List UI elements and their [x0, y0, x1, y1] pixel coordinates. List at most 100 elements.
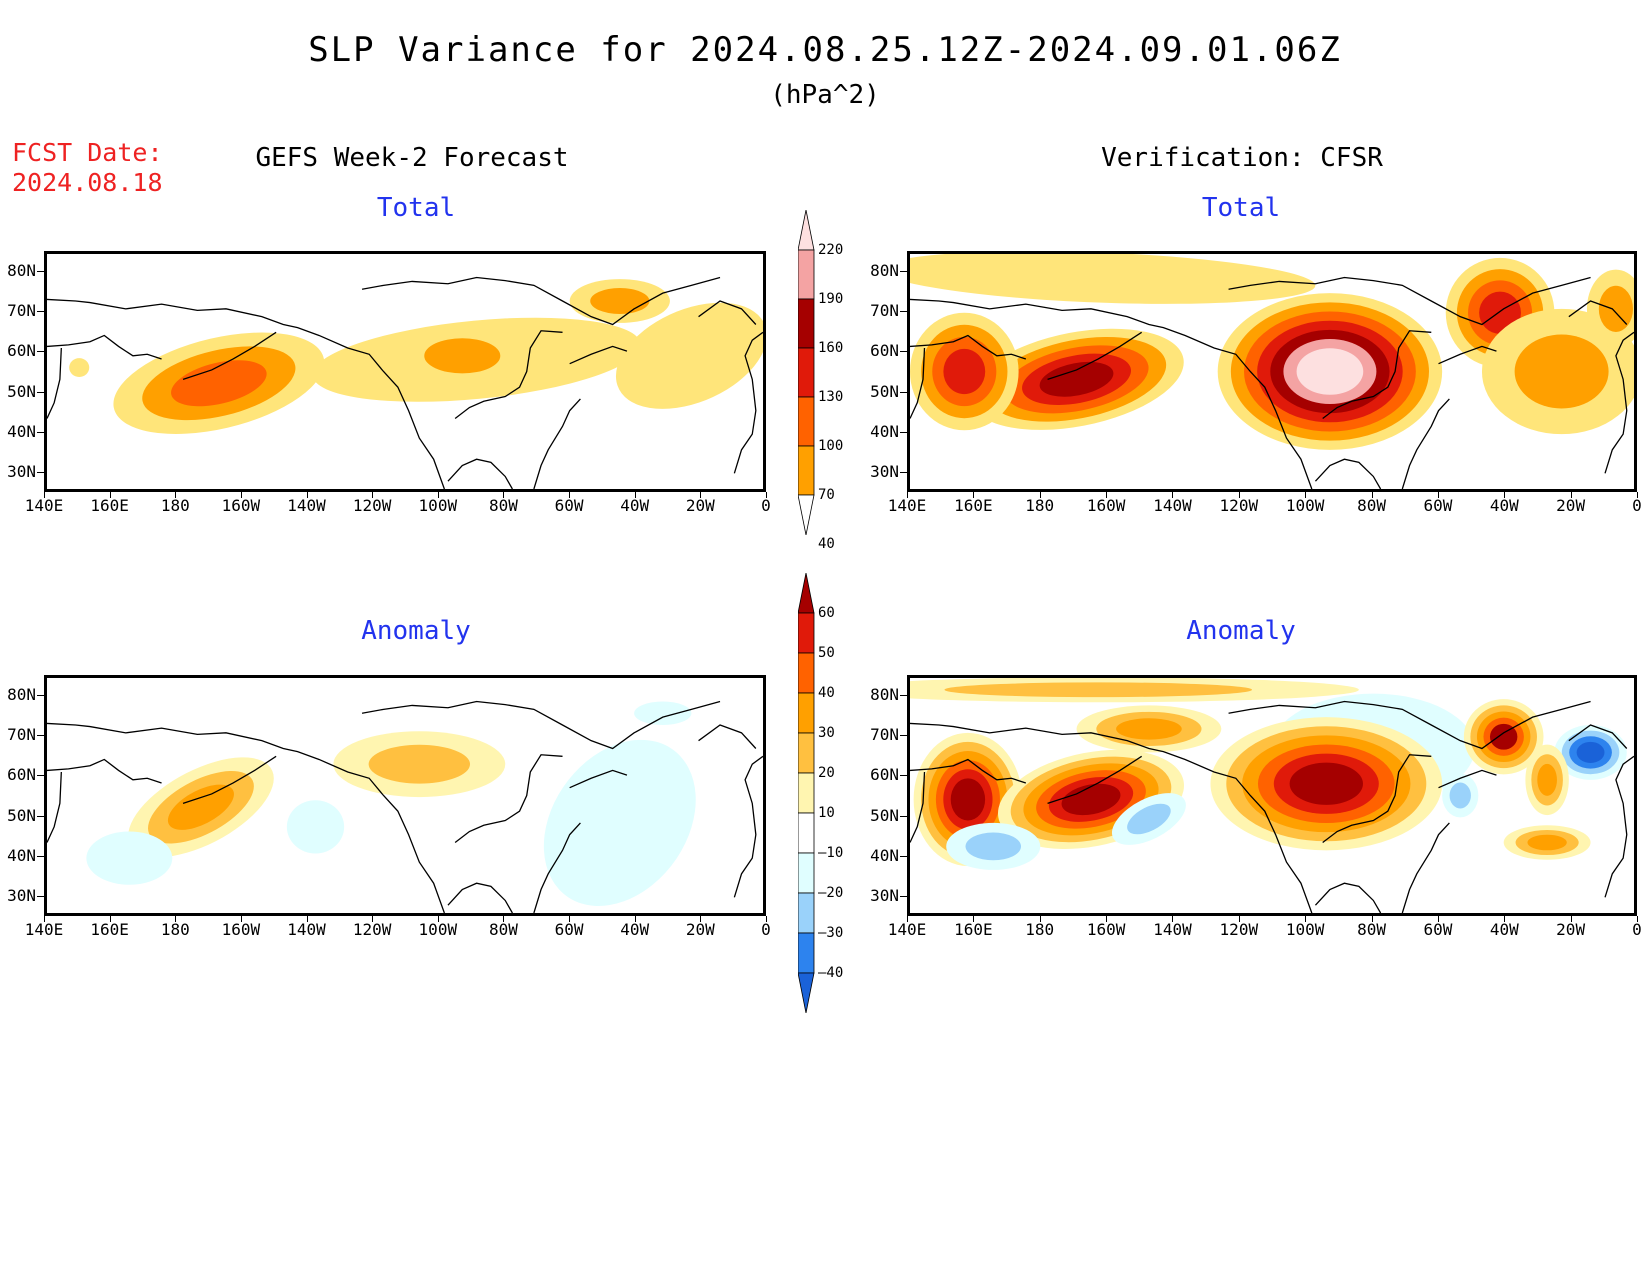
colorbar-label: –10: [818, 845, 844, 861]
coastline: [1439, 346, 1497, 363]
coastline: [1315, 459, 1380, 489]
lon-tick-label: 160W: [221, 920, 261, 939]
colorbar-label: 40: [818, 536, 835, 552]
coastline: [910, 299, 1312, 489]
lon-tick: [907, 492, 908, 498]
coastline: [47, 335, 162, 359]
contour-fill-level-1: [424, 338, 501, 374]
coastline: [1323, 331, 1432, 419]
lat-tick: [900, 895, 907, 897]
contour-fill-level-0: [69, 358, 90, 377]
lat-tick-label: 30N: [870, 885, 899, 905]
lon-tick-label: 80W: [489, 920, 518, 939]
lat-tick: [37, 895, 44, 897]
lat-tick-label: 40N: [870, 421, 899, 441]
lon-tick-label: 60W: [1423, 496, 1453, 515]
contour-fill-level-6: [1296, 348, 1364, 395]
colorbar-anomaly-svg: [797, 572, 815, 1014]
colorbar-label: 10: [818, 805, 835, 821]
lat-tick: [37, 775, 44, 777]
contour-fill-level--2: [965, 832, 1022, 861]
coastline: [183, 332, 276, 379]
lon-tick: [1437, 916, 1439, 922]
coastline: [183, 756, 276, 803]
colorbar-total-svg: [797, 209, 815, 536]
lon-tick: [1570, 916, 1572, 922]
forecast-date-block: FCST Date: 2024.08.18: [12, 138, 163, 198]
coastline: [1402, 399, 1449, 489]
colorbar-label: 160: [818, 340, 844, 356]
coastline: [734, 756, 763, 897]
colorbar-label: 130: [818, 389, 844, 405]
coastline: [1605, 756, 1634, 897]
colorbar-swatch: [797, 249, 815, 300]
lon-tick: [766, 916, 767, 922]
colorbar-swatch: [797, 772, 815, 814]
colorbar-swatch: [797, 347, 815, 398]
map-forecast-total: [44, 251, 766, 492]
lon-tick-label: 20W: [685, 496, 715, 515]
colorbar-swatch: [797, 445, 815, 496]
lon-tick: [44, 916, 45, 922]
lat-tick: [900, 431, 907, 433]
lon-tick-label: 160W: [1086, 920, 1126, 939]
coastline: [570, 770, 627, 787]
coastline: [1315, 883, 1380, 913]
lat-tick-label: 50N: [7, 381, 36, 401]
colorbar-label: 220: [818, 242, 844, 258]
contour-fill-level-1: [1598, 285, 1633, 332]
lat-tick: [900, 735, 907, 737]
contour-fill-level--1: [86, 831, 173, 885]
figure-units: (hPa^2): [770, 80, 880, 110]
contour-fill-level-6: [1061, 783, 1121, 816]
colorbar-label: 40: [818, 685, 835, 701]
contour-fill-level-3: [1479, 291, 1521, 334]
colorbar-swatch: [797, 652, 815, 694]
lat-tick: [37, 735, 44, 737]
colorbar-swatch: [797, 298, 815, 349]
lon-tick: [907, 916, 908, 922]
forecast-date-value: 2024.08.18: [12, 168, 163, 197]
forecast-anomaly-field: [47, 678, 763, 913]
lon-tick-label: 100W: [1285, 496, 1325, 515]
lon-tick-label: 120W: [1219, 920, 1259, 939]
coastline: [455, 755, 562, 843]
lon-tick-label: 0: [1632, 920, 1642, 939]
lat-tick: [900, 351, 907, 353]
lon-tick-label: 160E: [90, 920, 129, 939]
colorbar-label: 30: [818, 725, 835, 741]
lon-tick: [973, 916, 975, 922]
lon-tick-label: 140W: [287, 920, 326, 939]
coastline: [362, 702, 720, 749]
panel-subtitle-verif-anomaly: Anomaly: [1186, 616, 1296, 646]
lon-tick-label: 120W: [352, 496, 392, 515]
lon-tick-label: 0: [1632, 496, 1642, 515]
lon-tick-label: 160W: [221, 496, 261, 515]
colorbar-label: –40: [818, 965, 844, 981]
lon-tick: [1305, 916, 1307, 922]
colorbar-total: 220 190 160 130 100 70 40: [797, 209, 868, 552]
lon-tick: [1504, 916, 1506, 922]
contour-fill-level-2: [368, 744, 471, 784]
lon-tick: [1172, 916, 1174, 922]
lon-tick: [569, 916, 571, 922]
lon-tick-label: 40W: [1489, 496, 1519, 515]
lon-tick: [1172, 492, 1174, 498]
coastline: [1048, 756, 1142, 803]
lon-tick: [437, 916, 439, 922]
lat-tick-label: 30N: [870, 461, 899, 481]
coastline: [448, 883, 512, 913]
lon-tick-label: 140E: [887, 920, 927, 939]
lat-tick: [900, 471, 907, 473]
colorbar-label: 60: [818, 605, 835, 621]
lon-tick: [1371, 492, 1373, 498]
coastline: [455, 331, 562, 419]
lat-tick-label: 50N: [870, 381, 899, 401]
coastline: [1402, 823, 1449, 913]
lat-tick-label: 80N: [7, 261, 36, 281]
lat-tick-label: 50N: [870, 805, 899, 825]
lon-tick: [1238, 916, 1240, 922]
contour-fill-level-3: [1537, 763, 1557, 796]
coastline: [47, 348, 61, 419]
lon-tick-label: 180: [160, 920, 190, 939]
